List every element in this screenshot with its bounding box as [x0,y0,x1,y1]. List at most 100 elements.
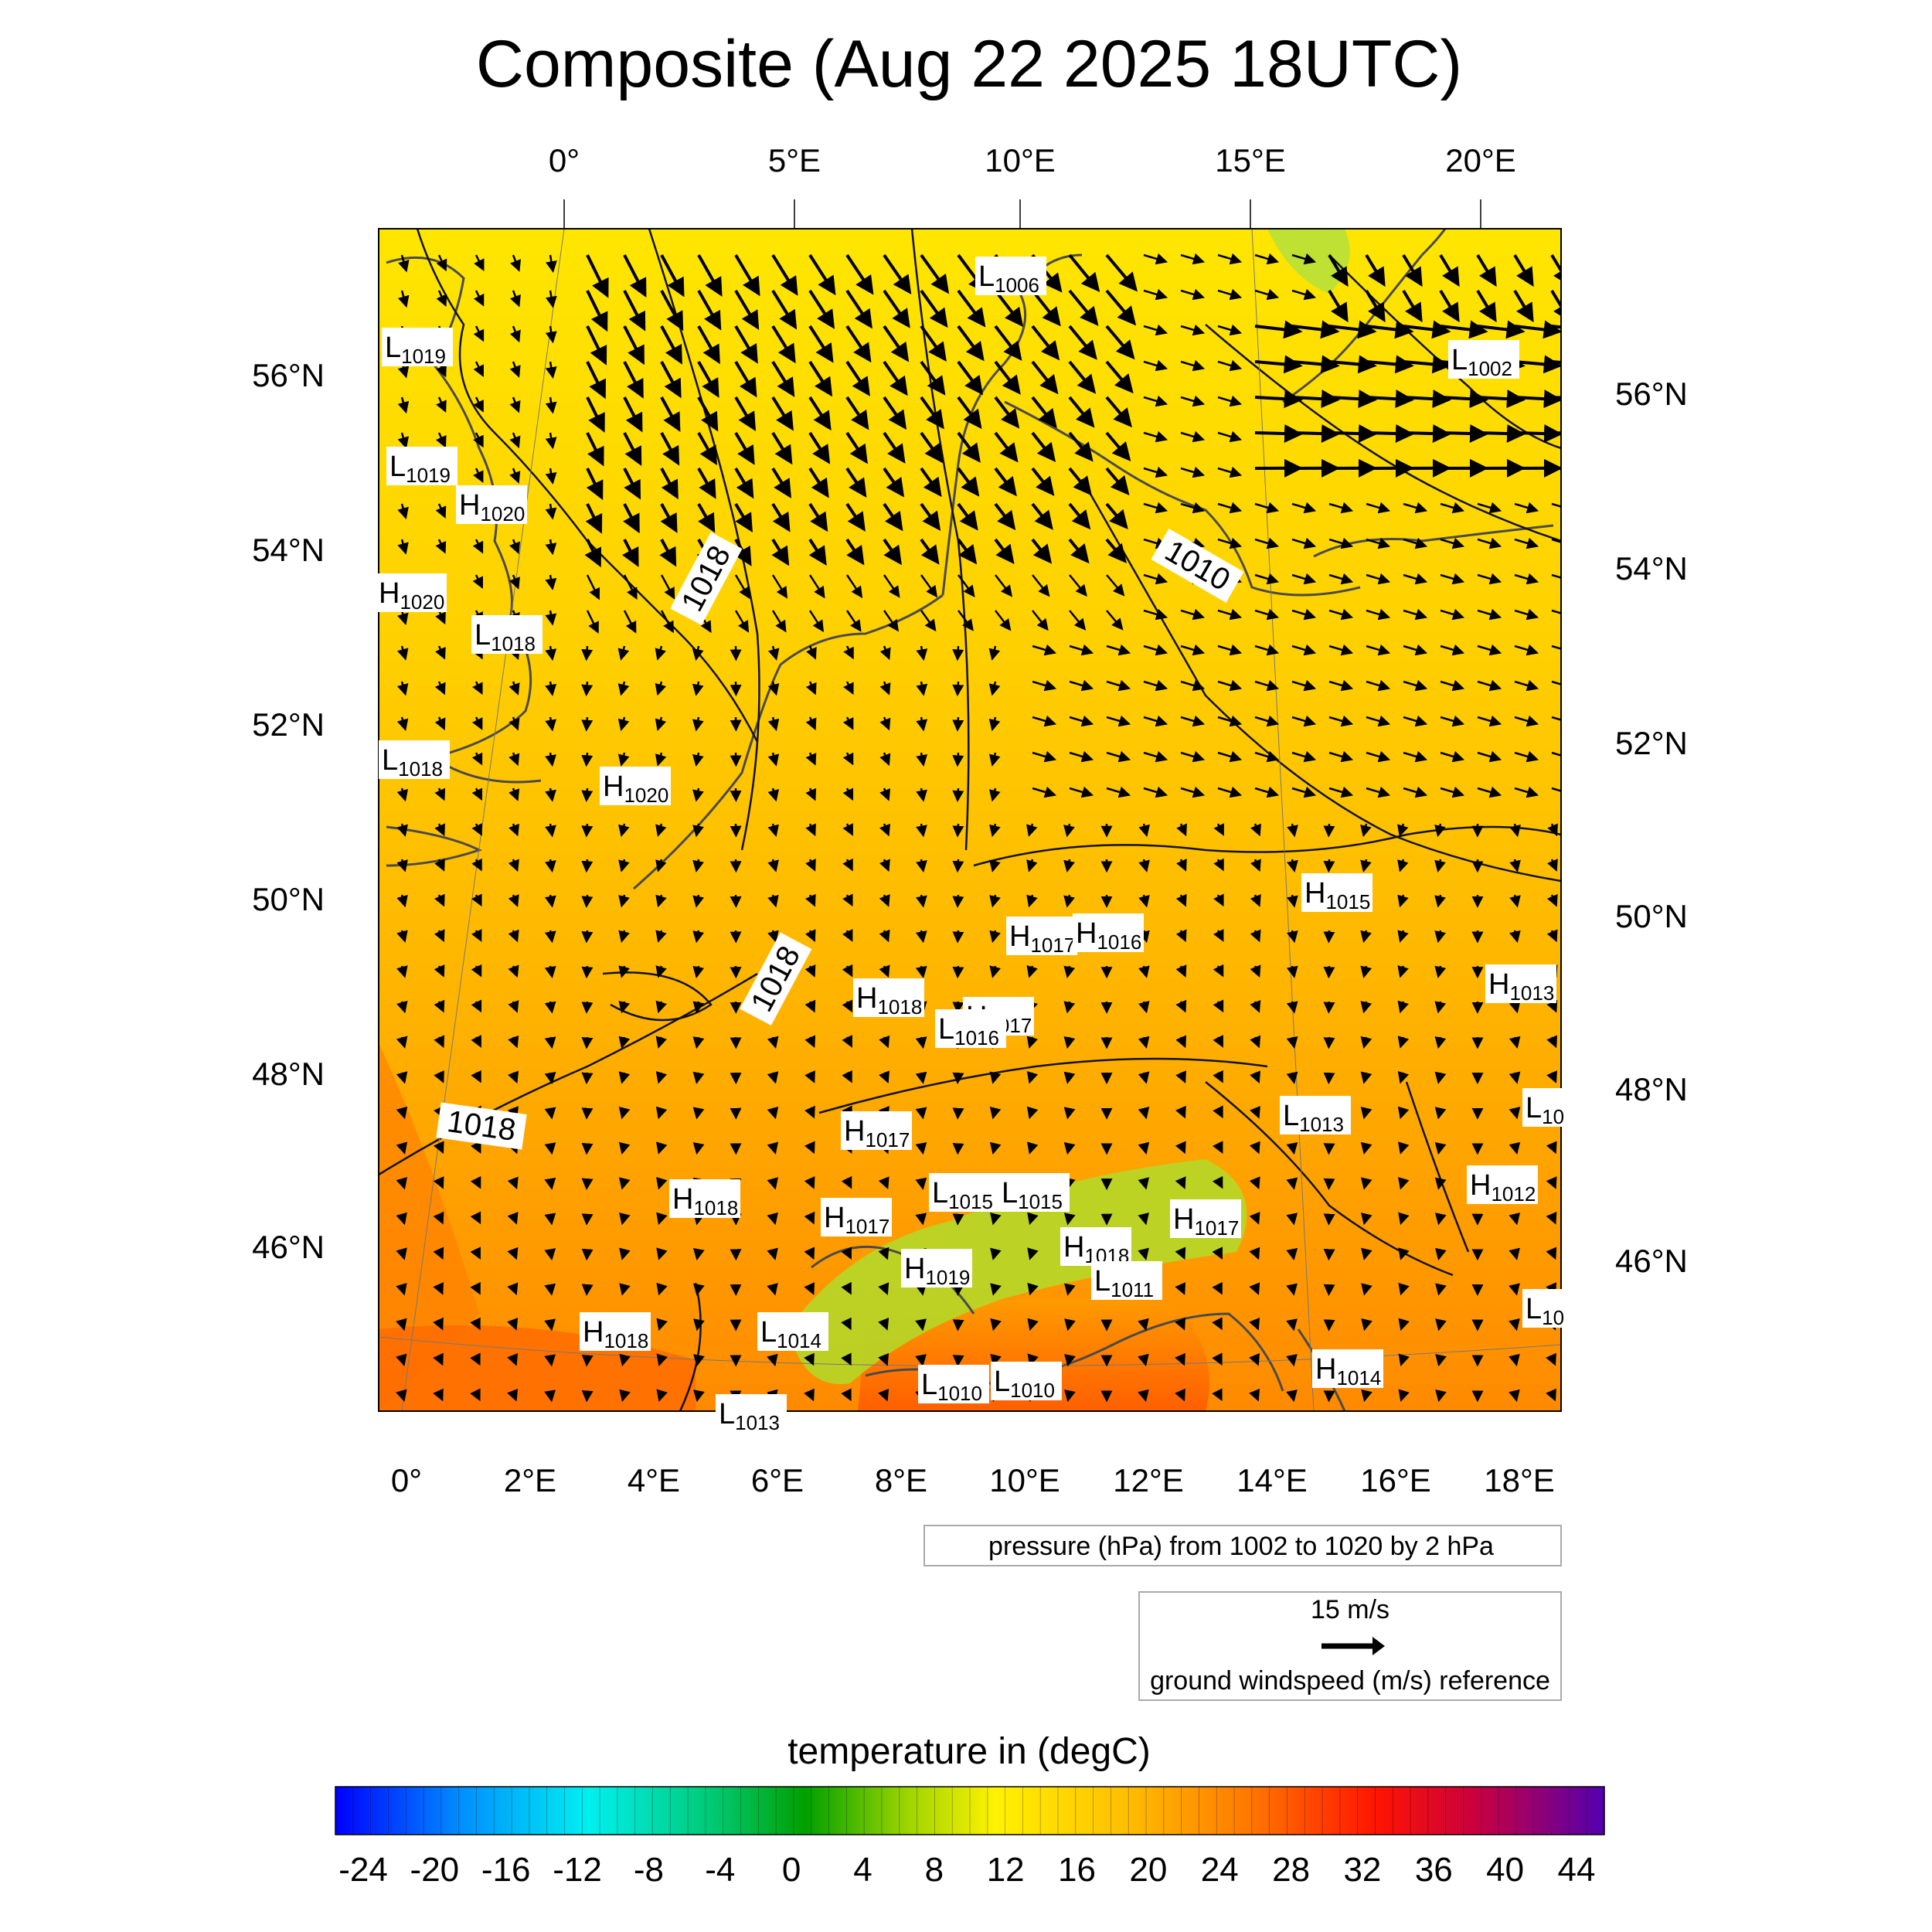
wind-arrow [920,431,944,464]
wind-arrow [842,823,853,836]
wind-arrow [915,1213,927,1226]
wind-arrow [883,538,902,566]
wind-arrow [1366,750,1391,763]
wind-arrow [1323,1284,1335,1296]
wind-arrow [916,645,928,662]
wind-arrow [883,502,903,532]
wind-arrow [989,823,1001,838]
wind-arrow [586,325,607,366]
wind-arrow [1212,1388,1223,1402]
wind-arrow [1509,1036,1521,1049]
wind-arrow [1254,288,1280,301]
wind-arrow [1440,320,1488,339]
wind-arrow [471,787,483,801]
wind-arrow [509,574,520,590]
wind-arrow [1032,644,1057,656]
wind-arrow [471,823,482,836]
wind-arrow [915,1354,927,1367]
wind-arrow [1323,1213,1335,1226]
wind-arrow [1434,1213,1447,1226]
wind-arrow [952,859,964,873]
left-lat-label: 46°N [252,1229,325,1265]
wind-arrow [1286,930,1298,944]
wind-arrow [1291,288,1317,301]
wind-arrow [1547,823,1558,837]
wind-arrow [1254,389,1303,409]
wind-arrow [994,467,1017,497]
wind-arrow [660,361,682,399]
wind-arrow [655,823,667,837]
wind-arrow [883,610,900,632]
wind-arrow [544,1354,556,1367]
wind-arrow [1217,288,1243,301]
wind-arrow [1546,1176,1557,1189]
wind-arrow [434,893,445,907]
wind-arrow [1513,253,1534,287]
wind-arrow [845,325,872,363]
wind-arrow [1068,396,1095,428]
wind-arrow [1323,1072,1335,1085]
wind-arrow [994,431,1019,463]
wind-arrow [920,610,937,632]
wind-arrow [1106,679,1131,692]
wind-arrow [396,787,409,802]
wind-arrow [544,1107,556,1120]
wind-arrow [1176,859,1187,872]
high-pressure-label: H1020 [376,573,447,614]
wind-arrow [1360,1177,1372,1190]
wind-arrow [878,1318,889,1331]
wind-arrow [1069,679,1094,692]
low-pressure-label: L1013 [716,1394,787,1434]
wind-arrow [1143,324,1168,336]
wind-arrow [619,1353,631,1367]
wind-arrow [617,645,630,661]
wind-arrow [509,539,520,555]
wind-arrow [920,574,938,598]
high-pressure-label: H1016 [1073,913,1144,954]
wind-arrow [1068,289,1099,326]
wind-arrow [920,538,940,565]
wind-arrow [808,325,834,363]
wind-arrow [1546,999,1558,1013]
wind-arrow [1440,750,1465,763]
wind-arrow [1031,396,1057,429]
wind-arrow [473,325,485,342]
wind-arrow [1064,1318,1076,1332]
wind-arrow [920,396,944,430]
wind-arrow [1068,467,1092,496]
wind-arrow [767,1247,778,1260]
low-pressure-label: L1002 [1448,340,1519,380]
wind-arrow [767,1141,779,1155]
wind-arrow [879,645,891,661]
wind-arrow [546,254,557,274]
wind-arrow [957,325,985,362]
wind-arrow [618,1177,631,1190]
wind-arrow [1031,467,1055,496]
wind-arrow [1397,930,1409,943]
wind-arrow [509,325,521,343]
wind-arrow [617,716,630,732]
wind-arrow [1254,715,1280,727]
wind-arrow [734,253,760,297]
wind-arrow [1249,1247,1260,1260]
wind-arrow [1250,859,1261,872]
colorbar-label: 0 [782,1851,801,1889]
low-pressure-label: L1010 [918,1365,989,1405]
wind-arrow [1328,253,1349,287]
wind-arrow [1398,1318,1410,1332]
wind-arrow [1063,1071,1076,1084]
bottom-lon-label: 12°E [1113,1462,1184,1498]
wind-arrow [435,503,447,519]
bottom-lon-label: 14°E [1236,1462,1308,1498]
wind-arrow [1291,573,1317,585]
wind-arrow [1175,1176,1186,1189]
wind-arrow [1397,1036,1410,1049]
wind-arrow [1138,1141,1150,1155]
wind-arrow [434,999,445,1013]
wind-arrow [1509,1001,1521,1014]
wind-arrow [1217,608,1243,621]
wind-arrow [1217,537,1243,549]
wind-arrow [544,894,556,908]
wind-arrow [957,289,986,328]
wind-arrow [692,1001,705,1014]
